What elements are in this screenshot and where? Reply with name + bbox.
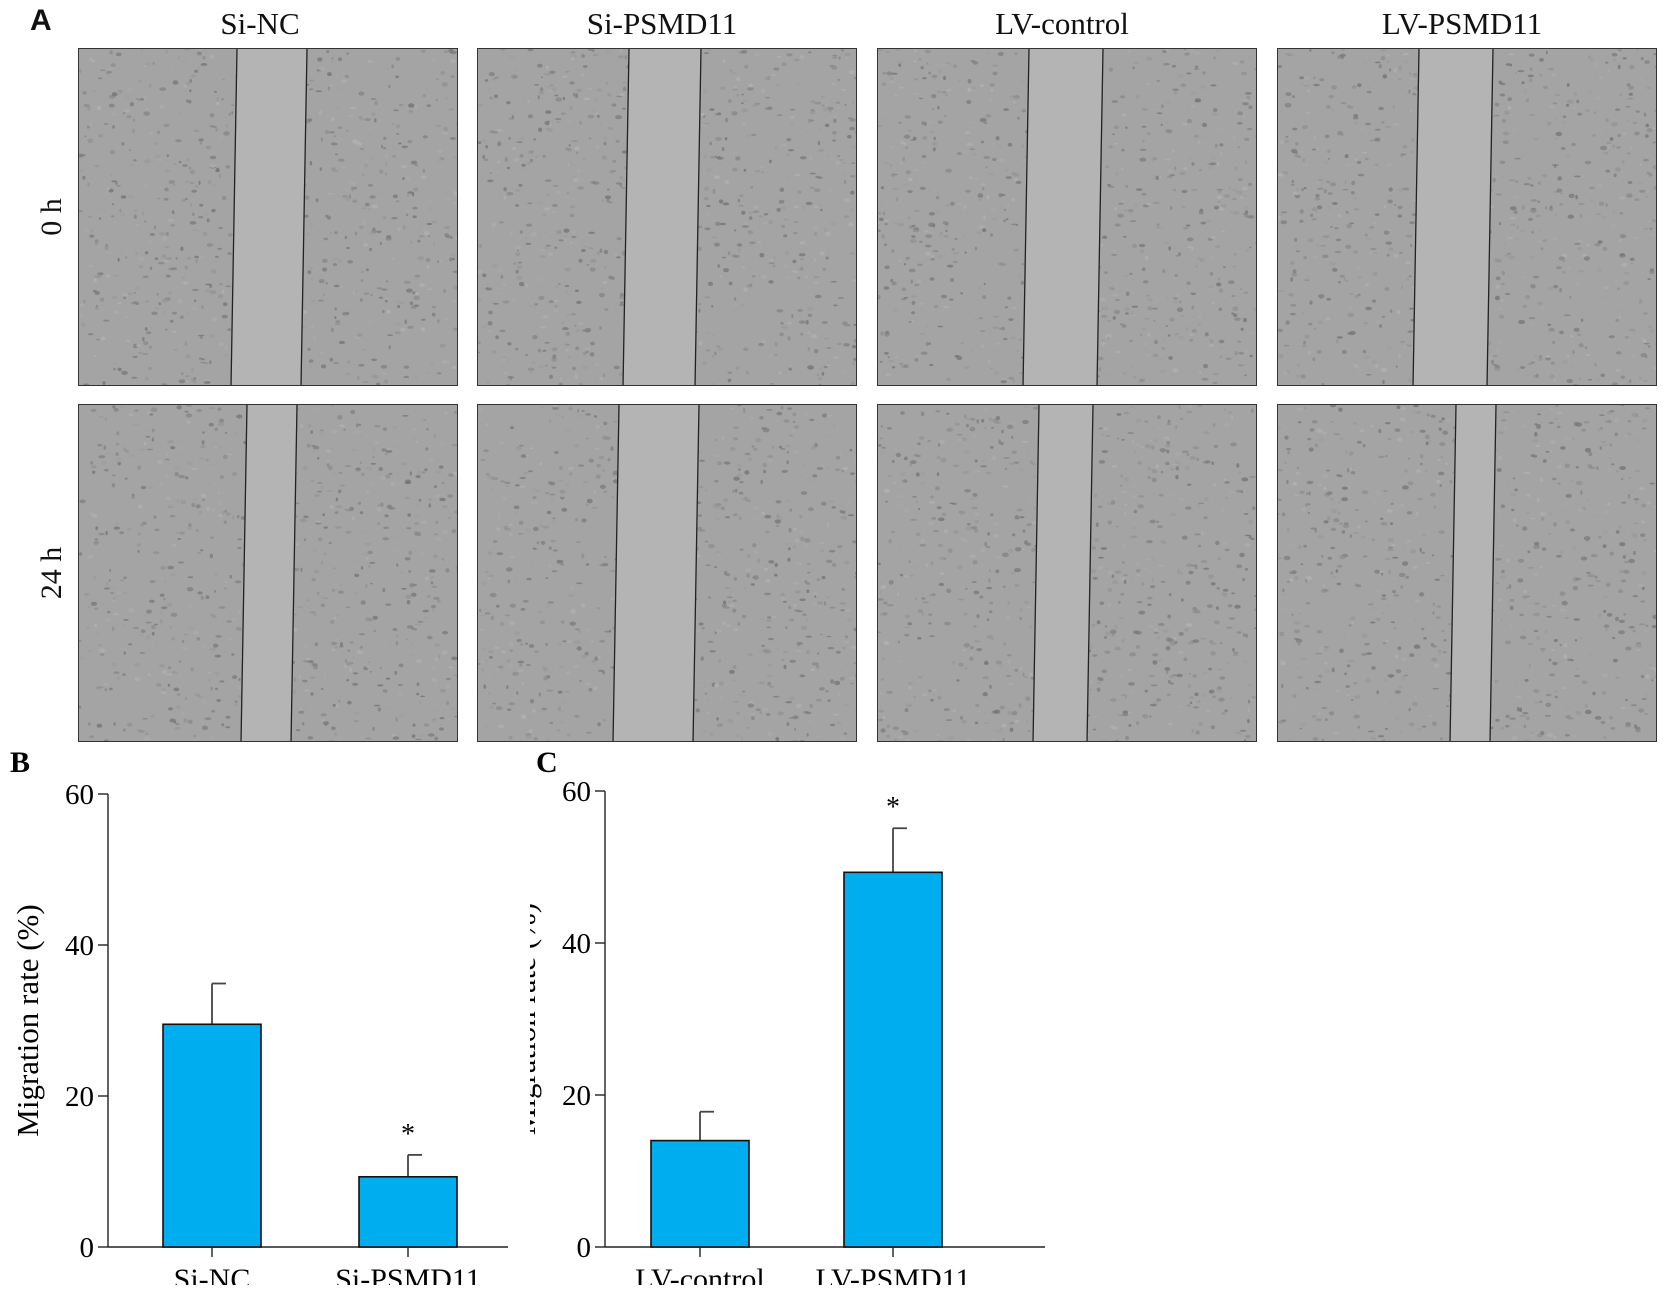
- bar-si-nc: [162, 1023, 262, 1248]
- micrograph-lv-control-0h: [877, 48, 1257, 386]
- column-label-lv-psmd11: LV-PSMD11: [1381, 6, 1543, 41]
- wound-edge-left: [622, 49, 630, 385]
- y-tick-label: 20: [65, 1081, 94, 1113]
- y-axis-label: Migration rate (%): [530, 903, 542, 1135]
- micrograph-si-psmd11-0h: [477, 48, 857, 386]
- y-tick-label: 60: [562, 776, 591, 808]
- x-tick-label: LV-control: [635, 1263, 764, 1285]
- wound-gap: [623, 49, 701, 385]
- wound-edge-left: [1412, 49, 1420, 385]
- wound-gap: [1033, 405, 1093, 741]
- x-tick-label: LV-PSMD11: [815, 1263, 970, 1285]
- bar-lv-control: [650, 1139, 750, 1248]
- wound-edge-left: [1022, 49, 1030, 385]
- micrograph-texture: [878, 49, 1256, 385]
- micrograph-texture: [1278, 49, 1656, 385]
- x-tick-label: Si-NC: [174, 1263, 251, 1285]
- chart-b: B 0 20 40 60 Migration rate (%) Si-NC Si-PSMD11…: [10, 746, 508, 1285]
- wound-edge-right: [1486, 49, 1494, 385]
- micrograph-texture: [79, 405, 457, 741]
- significance-marker: *: [401, 1119, 415, 1150]
- y-tick-label: 40: [562, 928, 591, 960]
- wound-edge-left: [1449, 405, 1457, 741]
- micrograph-lv-psmd11-0h: [1277, 48, 1657, 386]
- wound-edge-right: [300, 49, 308, 385]
- panel-a-letter: A: [30, 4, 52, 37]
- wound-gap: [1023, 49, 1103, 385]
- column-label-si-psmd11: Si-PSMD11: [586, 6, 738, 41]
- cell-speckles: [79, 405, 457, 741]
- bar-lv-psmd11: [843, 871, 943, 1248]
- chart-c: C 0 20 40 60 Migration rate (%) LV-control LV-P…: [530, 746, 1045, 1285]
- row-label-24h: 24 h: [35, 546, 68, 600]
- wound-edge-right: [694, 49, 702, 385]
- column-label-lv-control: LV-control: [995, 6, 1129, 41]
- micrograph-texture: [79, 49, 457, 385]
- wound-edge-right: [1086, 405, 1094, 741]
- y-tick-label: 60: [65, 779, 94, 811]
- wound-gap: [1413, 49, 1493, 385]
- wound-gap: [241, 405, 297, 741]
- y-axis-label: Migration rate (%): [10, 904, 45, 1136]
- wound-edge-left: [612, 405, 620, 741]
- wound-gap: [613, 405, 699, 741]
- wound-gap: [1450, 405, 1496, 741]
- wound-edge-left: [230, 49, 238, 385]
- micrograph-texture: [478, 405, 856, 741]
- panel-letter-b: B: [10, 746, 30, 779]
- wound-edge-right: [1096, 49, 1104, 385]
- y-tick-label: 0: [80, 1232, 95, 1264]
- wound-edge-left: [240, 405, 248, 741]
- cell-speckles: [878, 49, 1256, 385]
- row-label-0h: 0 h: [35, 198, 68, 236]
- micrograph-texture: [478, 49, 856, 385]
- micrograph-lv-psmd11-24h: [1277, 404, 1657, 742]
- wound-gap: [231, 49, 307, 385]
- wound-edge-left: [1032, 405, 1040, 741]
- micrograph-texture: [1278, 405, 1656, 741]
- bar-si-psmd11: [358, 1175, 458, 1248]
- significance-marker: *: [886, 792, 900, 823]
- panel-letter-c: C: [536, 746, 558, 779]
- micrograph-si-nc-24h: [78, 404, 458, 742]
- y-tick-label: 0: [577, 1232, 592, 1264]
- micrograph-lv-control-24h: [877, 404, 1257, 742]
- wound-edge-right: [290, 405, 298, 741]
- y-tick-label: 40: [65, 930, 94, 962]
- column-label-si-nc: Si-NC: [220, 6, 300, 41]
- micrograph-si-nc-0h: [78, 48, 458, 386]
- micrograph-si-psmd11-24h: [477, 404, 857, 742]
- cell-speckles: [478, 49, 856, 385]
- wound-edge-right: [1489, 405, 1497, 741]
- y-tick-label: 20: [562, 1080, 591, 1112]
- x-tick-label: Si-PSMD11: [335, 1263, 481, 1285]
- wound-edge-right: [692, 405, 700, 741]
- micrograph-texture: [878, 405, 1256, 741]
